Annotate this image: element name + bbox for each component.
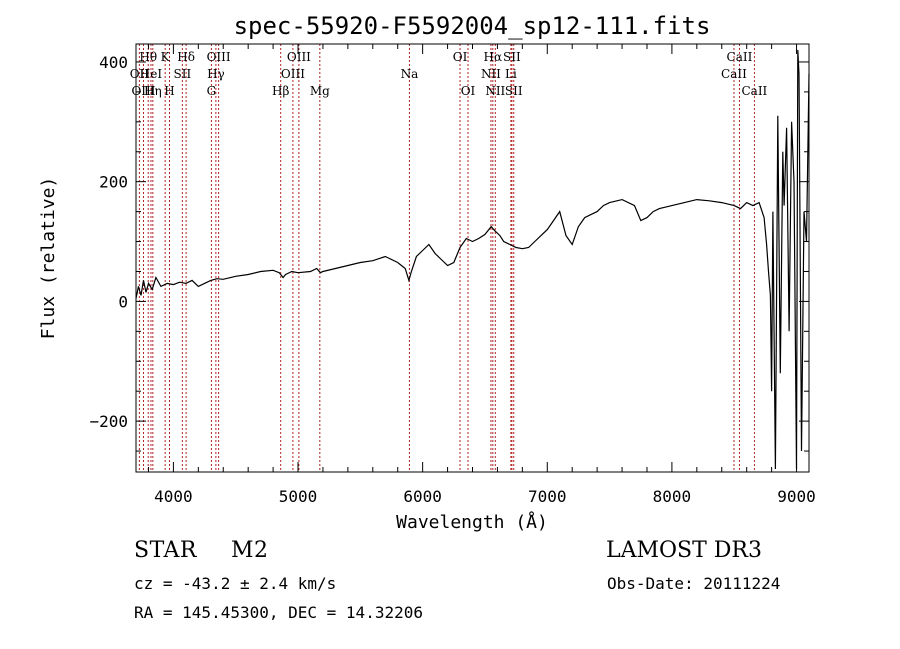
line-labels: HθOIIOIIIHeIHηKHSIIHδGHγOIIIHβOIIIOIIIMg…	[130, 50, 768, 98]
x-axis-label: Wavelength (Å)	[396, 511, 548, 533]
x-tick-label-3: 7000	[528, 487, 567, 506]
line-label-14: OIII	[287, 50, 311, 64]
line-label-25: CaII	[721, 67, 747, 81]
line-label-19: NII	[481, 67, 501, 81]
line-label-4: Hη	[144, 84, 162, 98]
y-axis-label: Flux (relative)	[38, 177, 59, 340]
line-label-17: OI	[453, 50, 468, 64]
line-label-16: Na	[401, 67, 419, 81]
redshift-cz: cz = -43.2 ± 2.4 km/s	[134, 574, 337, 593]
object-classification: STAR M2	[134, 538, 303, 563]
object-class: STAR	[134, 538, 197, 563]
x-tick-label-1: 5000	[279, 487, 318, 506]
line-markers	[138, 44, 755, 472]
line-label-5: K	[161, 50, 171, 64]
y-tick-label-0: −200	[89, 412, 128, 431]
line-label-0: Hθ	[139, 50, 157, 64]
x-tick-label-5: 9000	[777, 487, 816, 506]
y-tick-label-3: 400	[99, 53, 128, 72]
line-label-2: OIII	[131, 84, 155, 98]
observation-date: Obs-Date: 20111224	[607, 574, 781, 593]
line-label-24: SII	[505, 84, 523, 98]
x-tick-label-4: 8000	[653, 487, 692, 506]
line-label-22: Li	[505, 67, 517, 81]
plot-frame	[135, 43, 810, 473]
line-label-11: OIII	[207, 50, 231, 64]
axis-ticks	[136, 44, 809, 472]
line-label-9: G	[207, 84, 217, 98]
survey-name: LAMOST DR3	[606, 538, 762, 563]
spectrum-line	[135, 49, 810, 470]
line-label-27: CaII	[741, 84, 767, 98]
line-label-3: HeI	[140, 67, 163, 81]
line-label-8: Hδ	[177, 50, 195, 64]
x-tick-label-0: 4000	[154, 487, 193, 506]
line-label-1: OII	[130, 67, 150, 81]
line-label-20: Hα	[484, 50, 503, 64]
line-label-26: CaII	[727, 50, 753, 64]
x-tick-label-2: 6000	[403, 487, 442, 506]
y-tick-label-1: 0	[118, 292, 128, 311]
line-label-6: H	[164, 84, 174, 98]
chart-title: spec-55920-F5592004_sp12-111.fits	[234, 12, 711, 40]
line-label-21: NII	[485, 84, 505, 98]
ra-dec: RA = 145.45300, DEC = 14.32206	[134, 603, 423, 622]
line-label-15: Mg	[310, 84, 330, 98]
x-tick-labels: 4000 5000 6000 7000 8000 9000	[154, 487, 816, 506]
line-label-10: Hγ	[207, 67, 225, 81]
y-tick-labels: −200 0 200 400	[89, 53, 128, 431]
object-subclass: M2	[231, 538, 269, 563]
line-label-13: OIII	[281, 67, 305, 81]
line-label-18: OI	[461, 84, 476, 98]
y-tick-label-2: 200	[99, 173, 128, 192]
line-label-23: SII	[503, 50, 521, 64]
line-label-7: SII	[174, 67, 192, 81]
line-label-12: Hβ	[272, 84, 289, 98]
